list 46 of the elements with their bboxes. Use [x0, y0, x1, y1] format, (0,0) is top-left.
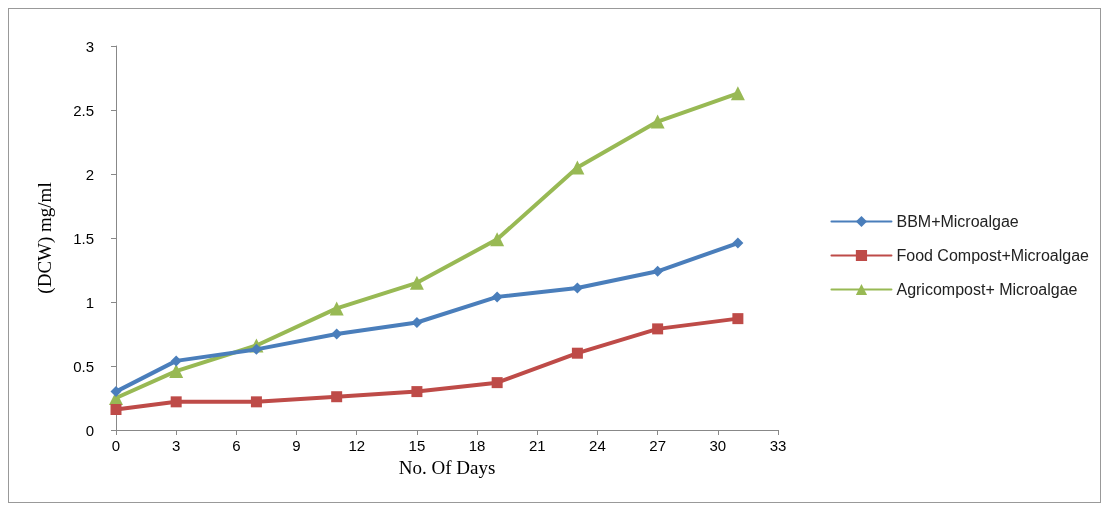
y-axis-title: (DCW) mg/ml	[34, 182, 56, 294]
x-tick-label: 30	[709, 437, 727, 454]
point	[331, 391, 343, 403]
point	[732, 313, 744, 325]
point	[411, 386, 423, 398]
point	[491, 291, 503, 303]
legend-label: BBM+Microalgae	[896, 213, 1019, 230]
point	[652, 323, 664, 335]
x-tick-label: 9	[292, 437, 301, 454]
point	[650, 114, 665, 129]
x-tick-label: 27	[649, 437, 666, 454]
point	[570, 160, 585, 175]
point	[110, 386, 122, 398]
x-tick-label: 12	[348, 437, 366, 454]
point	[411, 316, 423, 328]
point	[409, 275, 424, 290]
y-tick-label: 0	[85, 421, 94, 439]
point	[110, 404, 122, 416]
y-tick-label: 1	[85, 293, 94, 311]
x-tick-label: 3	[172, 437, 181, 454]
point	[170, 355, 182, 367]
point	[250, 396, 262, 408]
legend-label: Food Compost+Microalgae	[896, 247, 1090, 264]
point	[730, 86, 745, 101]
x-axis-title: No. Of Days	[398, 457, 496, 478]
y-tick-label: 2.5	[73, 101, 94, 119]
point	[329, 301, 344, 316]
point	[170, 396, 182, 408]
legend-label: Agricompost+ Microalgae	[896, 281, 1078, 298]
y-tick-label: 2	[85, 165, 94, 183]
x-tick-label: 15	[408, 437, 426, 454]
y-tick-label: 1.5	[73, 229, 94, 247]
x-tick-label: 0	[111, 437, 121, 454]
x-tick-label: 33	[769, 437, 787, 454]
x-tick-label: 24	[589, 437, 606, 454]
y-tick-label: 0.5	[73, 357, 94, 375]
point	[571, 347, 583, 359]
point	[732, 237, 744, 249]
point	[490, 232, 505, 247]
point	[491, 377, 503, 389]
x-tick-label: 21	[528, 437, 546, 454]
point	[652, 265, 664, 277]
y-tick-label: 3	[85, 37, 94, 55]
point	[169, 364, 184, 379]
x-tick-label: 6	[232, 437, 241, 454]
x-tick-label: 18	[468, 437, 486, 454]
